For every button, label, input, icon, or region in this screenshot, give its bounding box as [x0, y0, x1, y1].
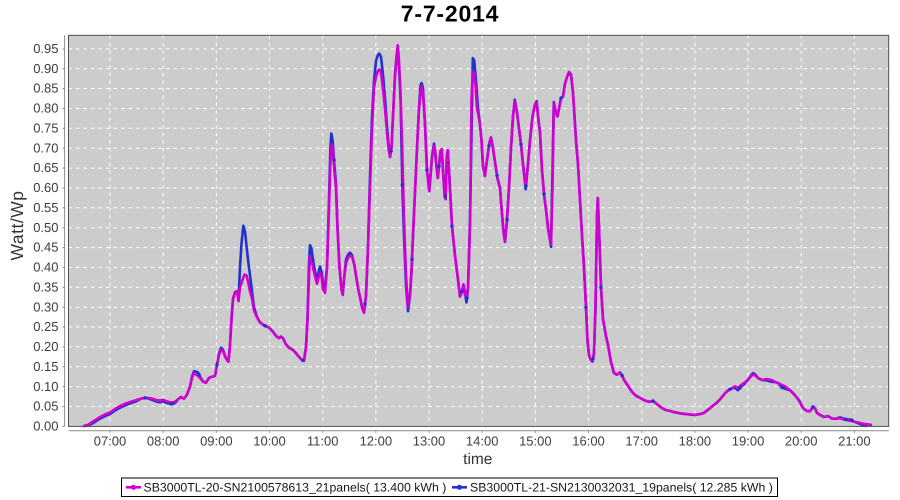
svg-text:0.15: 0.15 — [33, 359, 58, 374]
svg-text:0.80: 0.80 — [33, 101, 58, 116]
svg-text:12:00: 12:00 — [360, 433, 393, 448]
svg-text:18:00: 18:00 — [679, 433, 712, 448]
svg-text:11:00: 11:00 — [307, 433, 339, 448]
svg-text:17:00: 17:00 — [625, 433, 658, 448]
svg-text:SB3000TL-21-SN2130032031_19pan: SB3000TL-21-SN2130032031_19panels( 12.28… — [470, 481, 773, 495]
svg-text:16:00: 16:00 — [572, 433, 605, 448]
svg-text:0.50: 0.50 — [33, 220, 58, 235]
svg-text:20:00: 20:00 — [785, 433, 818, 448]
svg-text:0.00: 0.00 — [33, 419, 58, 434]
svg-text:09:00: 09:00 — [200, 433, 233, 448]
svg-text:21:00: 21:00 — [838, 433, 871, 448]
svg-text:0.75: 0.75 — [33, 120, 58, 135]
svg-text:07:00: 07:00 — [94, 433, 127, 448]
svg-text:19:00: 19:00 — [732, 433, 765, 448]
svg-text:10:00: 10:00 — [253, 433, 286, 448]
svg-text:08:00: 08:00 — [147, 433, 180, 448]
svg-text:13:00: 13:00 — [413, 433, 446, 448]
svg-text:0.85: 0.85 — [33, 81, 58, 96]
svg-text:0.30: 0.30 — [33, 299, 58, 314]
svg-text:0.40: 0.40 — [33, 260, 58, 275]
svg-text:0.35: 0.35 — [33, 279, 58, 294]
svg-text:0.05: 0.05 — [33, 399, 58, 414]
svg-text:15:00: 15:00 — [519, 433, 552, 448]
svg-text:Watt/Wp: Watt/Wp — [7, 191, 27, 261]
svg-text:0.90: 0.90 — [33, 61, 58, 76]
svg-text:14:00: 14:00 — [466, 433, 499, 448]
svg-text:0.20: 0.20 — [33, 339, 58, 354]
svg-text:0.65: 0.65 — [33, 160, 58, 175]
svg-text:0.55: 0.55 — [33, 200, 58, 215]
svg-text:SB3000TL-20-SN2100578613_21pan: SB3000TL-20-SN2100578613_21panels( 13.40… — [144, 481, 447, 495]
svg-text:0.25: 0.25 — [33, 319, 58, 334]
svg-text:0.70: 0.70 — [33, 140, 58, 155]
svg-text:0.95: 0.95 — [33, 41, 58, 56]
svg-text:0.45: 0.45 — [33, 240, 58, 255]
svg-text:time: time — [463, 451, 492, 468]
svg-text:0.10: 0.10 — [33, 379, 58, 394]
svg-text:7-7-2014: 7-7-2014 — [401, 1, 499, 27]
svg-text:0.60: 0.60 — [33, 180, 58, 195]
